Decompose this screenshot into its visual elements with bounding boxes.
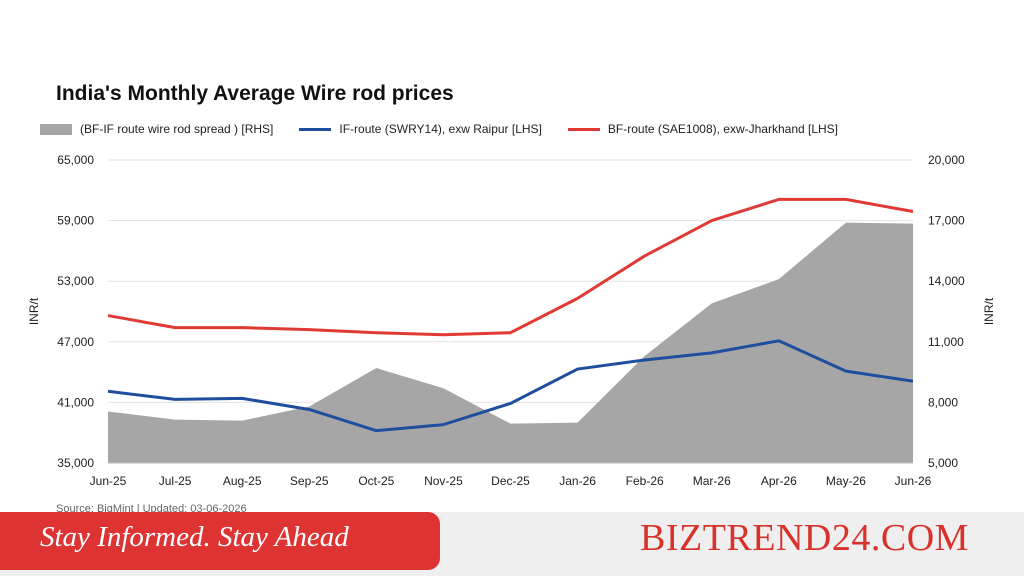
legend-item-spread: (BF-IF route wire rod spread ) [RHS] (40, 122, 273, 136)
brand-logo: BIZTREND24.COM (640, 517, 969, 559)
legend-item-bf-route: BF-route (SAE1008), exw-Jharkhand [LHS] (567, 122, 839, 136)
chart-title: India's Monthly Average Wire rod prices (56, 82, 454, 105)
x-tick-label: Feb-26 (626, 474, 664, 488)
left-tick-label: 59,000 (57, 214, 94, 228)
legend-label-if-route: IF-route (SWRY14), exw Raipur [LHS] (339, 122, 542, 136)
x-tick-label: Jan-26 (559, 474, 596, 488)
tagline-text: Stay Informed. Stay Ahead (40, 521, 349, 553)
x-tick-label: Jun-25 (90, 474, 127, 488)
x-tick-label: Sep-25 (290, 474, 329, 488)
x-tick-label: Nov-25 (424, 474, 463, 488)
right-tick-label: 8,000 (928, 395, 958, 409)
if-route-line (107, 339, 914, 433)
right-tick-label: 14,000 (928, 274, 965, 288)
right-tick-label: 17,000 (928, 214, 965, 228)
x-tick-label: Apr-26 (761, 474, 797, 488)
legend-item-if-route: IF-route (SWRY14), exw Raipur [LHS] (299, 122, 542, 136)
legend-swatch-bf-route (567, 127, 600, 131)
left-axis-label: INR/t (27, 297, 41, 325)
chart-legend: (BF-IF route wire rod spread ) [RHS] IF-… (40, 122, 864, 136)
right-tick-label: 11,000 (928, 335, 964, 349)
bf-route-line (107, 197, 914, 337)
x-tick-label: Jun-26 (895, 474, 932, 488)
legend-label-bf-route: BF-route (SAE1008), exw-Jharkhand [LHS] (607, 122, 839, 136)
x-tick-label: Jul-25 (159, 474, 192, 488)
x-tick-label: Aug-25 (223, 474, 262, 488)
spread-area (108, 222, 913, 463)
right-tick-label: 20,000 (928, 153, 965, 167)
right-tick-label: 5,000 (928, 456, 958, 470)
left-tick-label: 65,000 (57, 153, 94, 167)
legend-swatch-if-route (299, 127, 332, 131)
x-tick-label: May-26 (826, 474, 866, 488)
right-axis-label: INR/t (982, 297, 996, 325)
x-tick-label: Oct-25 (358, 474, 394, 488)
chart-canvas: 35,000 41,000 47,000 53,000 59,000 65,000 5,00… (27, 153, 996, 488)
left-tick-label: 53,000 (57, 274, 94, 288)
x-tick-label: Dec-25 (491, 474, 530, 488)
left-tick-label: 41,000 (57, 395, 94, 409)
left-tick-label: 35,000 (57, 456, 94, 470)
left-tick-label: 47,000 (57, 335, 94, 349)
legend-label-spread: (BF-IF route wire rod spread ) [RHS] (80, 122, 274, 136)
legend-swatch-spread (40, 123, 72, 135)
x-tick-label: Mar-26 (693, 474, 731, 488)
tagline-banner (0, 512, 440, 570)
